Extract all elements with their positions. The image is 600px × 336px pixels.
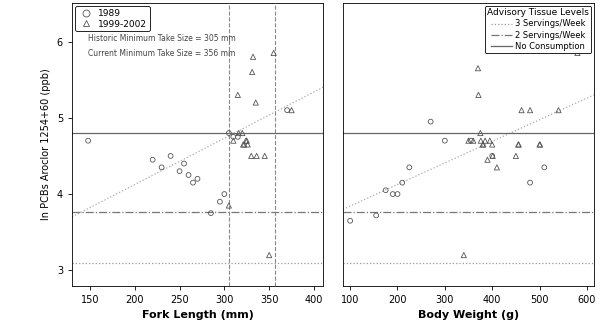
Point — [224, 130, 233, 136]
Point — [426, 119, 436, 124]
Legend: 1989, 1999-2002: 1989, 1999-2002 — [75, 6, 150, 31]
Point — [511, 153, 521, 159]
Point — [239, 142, 249, 147]
Point — [525, 180, 535, 185]
Point — [485, 138, 494, 143]
Point — [206, 210, 216, 216]
Point — [166, 153, 175, 159]
Point — [238, 142, 248, 147]
Point — [242, 138, 251, 143]
Point — [247, 153, 256, 159]
Point — [148, 157, 157, 162]
Point — [238, 130, 247, 136]
Point — [184, 172, 193, 178]
Point — [476, 138, 485, 143]
Point — [554, 108, 563, 113]
Point — [188, 180, 198, 185]
Point — [346, 218, 355, 223]
Point — [514, 142, 523, 147]
Point — [492, 165, 502, 170]
Point — [525, 108, 535, 113]
Point — [241, 138, 251, 143]
Point — [488, 153, 497, 159]
Point — [283, 108, 292, 113]
Y-axis label: ln PCBs Aroclor 1254+60 (ppb): ln PCBs Aroclor 1254+60 (ppb) — [41, 69, 51, 220]
Point — [248, 54, 258, 59]
Point — [83, 138, 93, 143]
Point — [179, 161, 189, 166]
Point — [157, 165, 166, 170]
Point — [440, 138, 449, 143]
Point — [517, 108, 526, 113]
Point — [476, 130, 485, 136]
Point — [220, 192, 229, 197]
Point — [487, 142, 497, 147]
Point — [247, 69, 257, 75]
X-axis label: Fork Length (mm): Fork Length (mm) — [142, 310, 253, 320]
Point — [478, 142, 488, 147]
Point — [229, 138, 238, 143]
Point — [473, 66, 483, 71]
Point — [260, 153, 269, 159]
Point — [215, 199, 224, 204]
Point — [381, 187, 391, 193]
Point — [466, 138, 476, 143]
Point — [243, 142, 253, 147]
Point — [193, 176, 202, 181]
Legend: 3 Servings/Week, 2 Servings/Week, No Consumption: 3 Servings/Week, 2 Servings/Week, No Con… — [485, 6, 592, 53]
Point — [397, 180, 407, 185]
Point — [251, 100, 260, 105]
Point — [464, 138, 473, 143]
Point — [473, 92, 483, 97]
Point — [459, 252, 469, 258]
Point — [539, 165, 549, 170]
Point — [480, 138, 490, 143]
Point — [482, 157, 492, 162]
Text: Current Minimum Take Size = 356 mm: Current Minimum Take Size = 356 mm — [88, 49, 236, 58]
Point — [535, 142, 544, 147]
Point — [269, 50, 278, 56]
Point — [487, 153, 497, 159]
Point — [572, 50, 582, 56]
Point — [535, 142, 545, 147]
Point — [514, 142, 524, 147]
Point — [265, 252, 274, 258]
Point — [392, 192, 402, 197]
Point — [371, 213, 381, 218]
Point — [229, 134, 238, 139]
Point — [233, 92, 242, 97]
Text: Historic Minimum Take Size = 305 mm: Historic Minimum Take Size = 305 mm — [88, 34, 236, 43]
Point — [175, 168, 184, 174]
Point — [252, 153, 262, 159]
X-axis label: Body Weight (g): Body Weight (g) — [418, 310, 519, 320]
Point — [404, 165, 414, 170]
Point — [388, 192, 398, 197]
Point — [234, 130, 244, 136]
Point — [469, 138, 478, 143]
Point — [224, 203, 233, 208]
Point — [233, 134, 242, 139]
Point — [478, 142, 488, 147]
Point — [287, 108, 296, 113]
